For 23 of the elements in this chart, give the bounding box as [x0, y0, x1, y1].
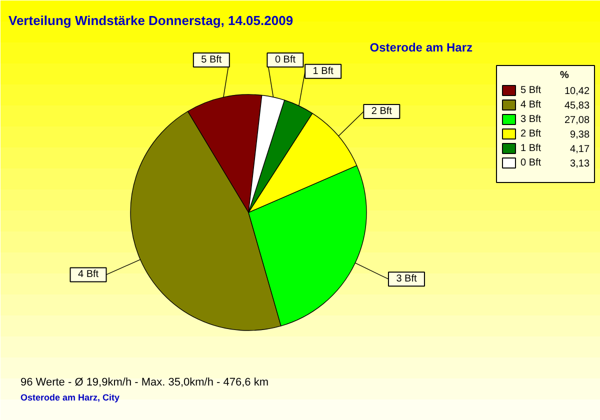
slice-label: 3 Bft [396, 274, 417, 285]
slice-label: 0 Bft [274, 54, 296, 66]
legend-label: 2 Bft [520, 128, 542, 140]
legend-label: 5 Bft [520, 85, 542, 96]
legend-label: 3 Bft [520, 114, 542, 125]
data-label: 9,38 [570, 130, 590, 140]
data-label: 3,13 [570, 158, 590, 170]
text: Osterode am Harz, City [20, 392, 120, 402]
chart-title: Verteilung Windstärke Donnerstag, 14.05.2009 [8, 13, 294, 28]
slice-label: 2 Bft [371, 106, 392, 118]
data-label: 10,42 [564, 86, 590, 97]
text: 96 Werte - Ø 19,9km/h - Max. 35,0km/h - 476,6 km [20, 376, 268, 388]
slice-label: 5 Bft [201, 54, 222, 66]
legend-label: 4 Bft [520, 100, 542, 110]
legend-title: % [560, 70, 570, 81]
legend-label: 0 Bft [520, 158, 542, 168]
data-label: 45,83 [564, 100, 590, 112]
data-label: 4,17 [570, 144, 590, 155]
legend-label: 1 Bft [520, 143, 542, 154]
chart-subtitle: Osterode am Harz [370, 40, 472, 54]
slice-label: 4 Bft [78, 269, 99, 280]
data-label: 27,08 [564, 115, 590, 126]
slice-label: 1 Bft [312, 66, 334, 77]
